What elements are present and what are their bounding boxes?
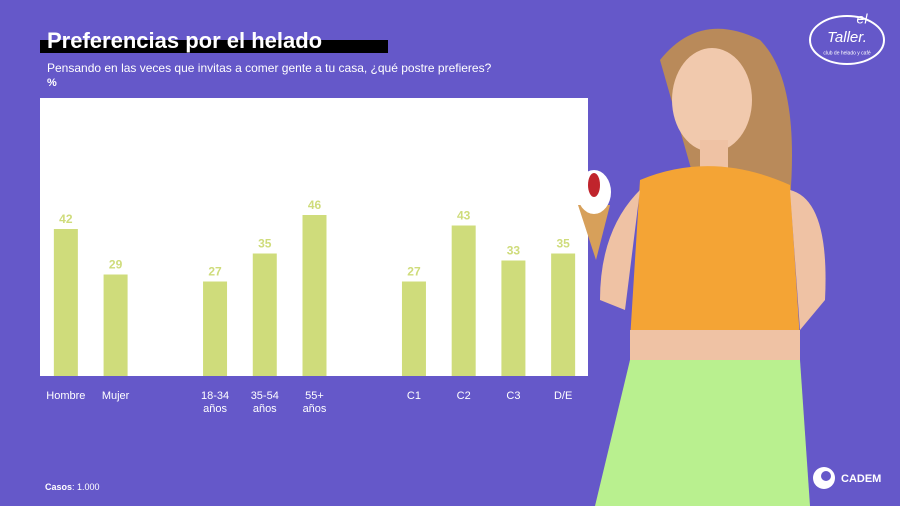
data-label: 33 xyxy=(507,244,521,258)
x-tick-label: Hombre xyxy=(46,390,85,402)
x-tick-label: 35-54 años xyxy=(251,390,279,415)
data-label: 42 xyxy=(59,212,73,226)
partner-logo: CADEM xyxy=(813,467,881,489)
data-label: 27 xyxy=(407,265,421,279)
bar xyxy=(401,281,426,376)
bar xyxy=(302,215,327,376)
brand-logo: el Taller. club de helado y café xyxy=(809,11,885,65)
person-illustration xyxy=(577,28,826,506)
footer-value: : 1.000 xyxy=(72,482,100,492)
x-tick-label: D/E xyxy=(554,390,572,402)
data-label: 27 xyxy=(208,265,222,279)
brand-tag: club de helado y café xyxy=(823,50,870,56)
subtitle: Pensando en las veces que invitas a come… xyxy=(47,61,492,75)
bar xyxy=(451,225,476,376)
data-label: 46 xyxy=(308,198,322,212)
bar xyxy=(53,229,78,376)
x-tick-label: C2 xyxy=(457,390,471,402)
data-label: 29 xyxy=(109,258,123,272)
x-tick-label: Mujer xyxy=(102,390,130,402)
footer: Casos: 1.000 xyxy=(45,482,100,492)
brand-top: el xyxy=(857,11,869,27)
x-tick-label: C3 xyxy=(506,390,520,402)
brand-main: Taller. xyxy=(827,29,867,46)
bar xyxy=(203,281,228,376)
data-label: 35 xyxy=(258,237,272,251)
bar xyxy=(103,274,128,376)
bar xyxy=(501,260,526,376)
x-tick-label: 55+ años xyxy=(303,390,327,415)
title: Preferencias por el helado xyxy=(47,28,322,53)
bar xyxy=(551,253,576,376)
data-label: 43 xyxy=(457,209,471,223)
unit: % xyxy=(47,77,57,89)
footer-label: Casos xyxy=(45,482,72,492)
partner-name: CADEM xyxy=(841,473,881,485)
data-label: 35 xyxy=(556,237,570,251)
x-tick-label: 18-34 años xyxy=(201,390,229,415)
bar xyxy=(252,253,277,376)
title-bar xyxy=(40,40,388,53)
x-tick-label: C1 xyxy=(407,390,421,402)
